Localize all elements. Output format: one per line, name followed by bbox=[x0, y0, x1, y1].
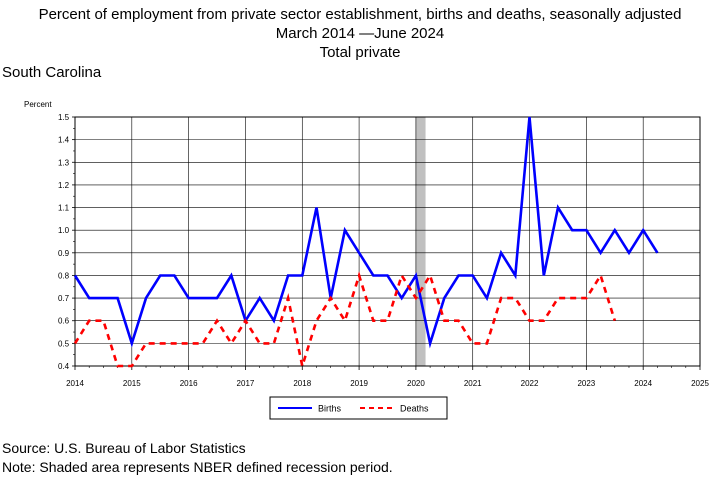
series-line-births bbox=[73, 116, 659, 349]
plot-frame bbox=[74, 116, 701, 367]
x-tick-label: 2015 bbox=[123, 379, 141, 388]
y-tick-label: 0.4 bbox=[58, 362, 70, 371]
y-tick-label: 1.1 bbox=[58, 204, 70, 213]
region-label: South Carolina bbox=[2, 64, 102, 81]
x-tick-label: 2023 bbox=[577, 379, 595, 388]
x-tick-label: 2025 bbox=[691, 379, 709, 388]
x-tick-label: 2014 bbox=[66, 379, 84, 388]
legend-label-deaths: Deaths bbox=[400, 404, 429, 414]
y-tick-label: 0.8 bbox=[58, 271, 70, 280]
line-chart: 0.4 0.5 0.6 0.7 0.8 0.9 1.0 1.1 1.2 1.3 1.4 1.5 2014… bbox=[24, 100, 709, 420]
x-tick-label: 2024 bbox=[634, 379, 652, 388]
recession-band bbox=[415, 117, 426, 366]
y-tick-label: 0.9 bbox=[58, 249, 70, 258]
y-axis-label: Percent bbox=[24, 100, 52, 109]
legend-label-births: Births bbox=[318, 404, 342, 414]
chart-subtitle: Total private bbox=[319, 44, 401, 61]
y-tick-label: 0.5 bbox=[58, 339, 70, 348]
y-tick-label: 1.0 bbox=[58, 226, 70, 235]
y-tick-label: 1.2 bbox=[58, 181, 70, 190]
chart-title: Percent of employment from private secto… bbox=[38, 6, 682, 23]
x-tick-label: 2022 bbox=[521, 379, 539, 388]
legend-box bbox=[269, 396, 448, 420]
x-tick-label: 2016 bbox=[180, 379, 198, 388]
x-tick-label: 2020 bbox=[407, 379, 425, 388]
recession-note: Note: Shaded area represents NBER define… bbox=[2, 459, 393, 475]
x-tick-label: 2017 bbox=[237, 379, 255, 388]
y-tick-label: 0.6 bbox=[58, 317, 70, 326]
y-tick-label: 0.7 bbox=[58, 294, 70, 303]
y-tick-label: 1.5 bbox=[58, 113, 70, 122]
source-note: Source: U.S. Bureau of Labor Statistics bbox=[2, 440, 246, 456]
y-tick-label: 1.3 bbox=[58, 158, 70, 167]
chart-date-range: March 2014 —June 2024 bbox=[275, 25, 445, 42]
y-tick-label: 1.4 bbox=[58, 136, 70, 145]
x-tick-label: 2019 bbox=[350, 379, 368, 388]
series-line-deaths bbox=[73, 271, 617, 372]
x-tick-label: 2021 bbox=[464, 379, 482, 388]
x-tick-label: 2018 bbox=[293, 379, 311, 388]
